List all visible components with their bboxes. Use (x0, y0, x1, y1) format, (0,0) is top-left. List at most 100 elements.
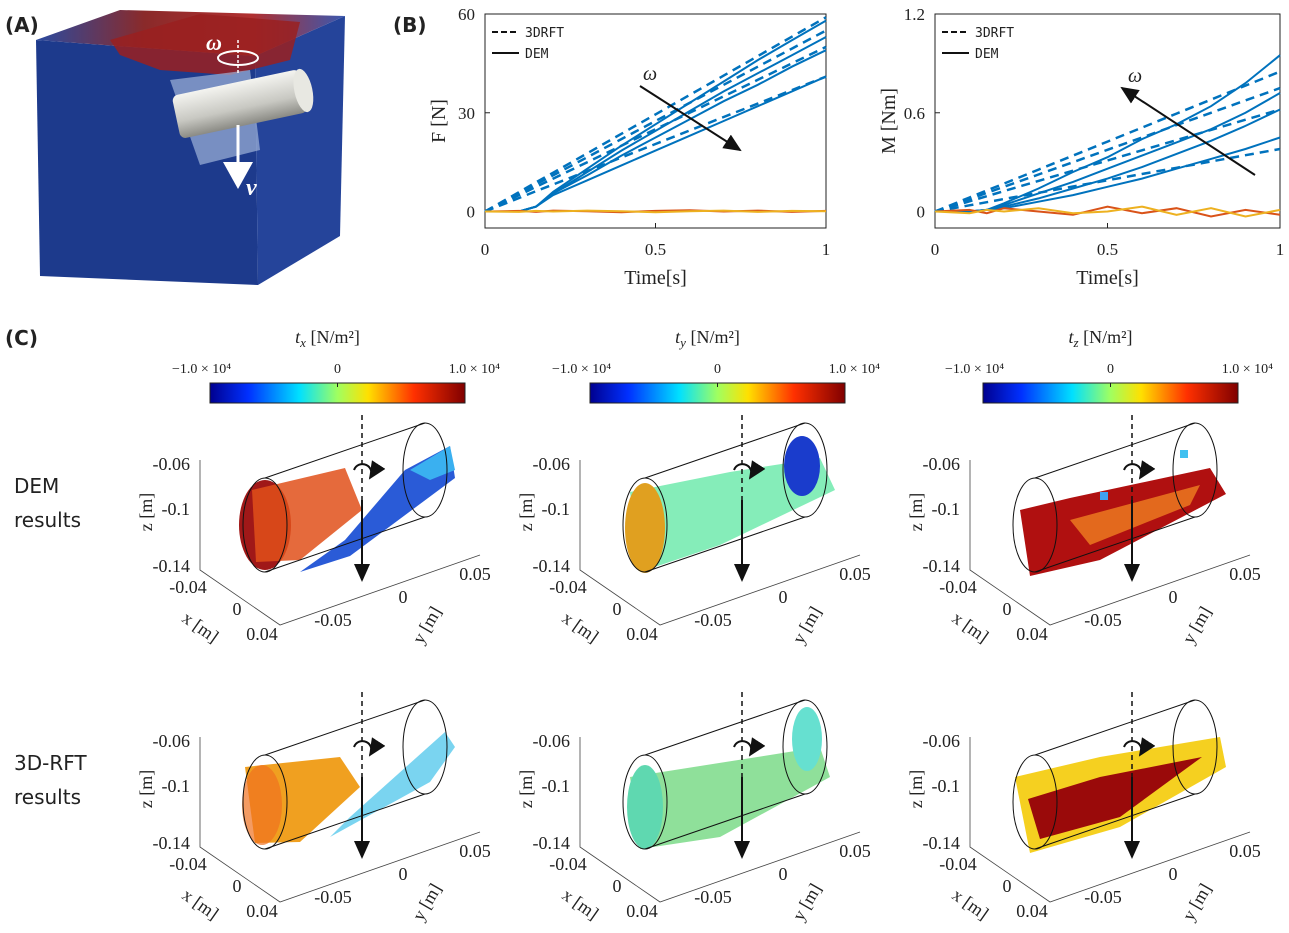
row-label: 3D-RFT (14, 751, 87, 775)
y-tick-label: 0.05 (459, 564, 491, 584)
x-axis-label: x [m] (949, 608, 993, 647)
rotation-arrow (353, 737, 386, 757)
x-tick-label: 0.04 (246, 624, 278, 644)
legend-box (939, 18, 1019, 62)
rotation-arrow (1123, 460, 1156, 480)
y-axis-label: y [m] (1178, 603, 1215, 647)
x-tick-label: 0.04 (626, 624, 658, 644)
cylinder-end (242, 754, 288, 850)
y-axis-label: y [m] (408, 603, 445, 647)
x-tick-label: 0.04 (626, 901, 658, 921)
series-line (934, 86, 1281, 213)
x-tick-label: 1 (822, 240, 831, 259)
unit: [N/m²] (1079, 327, 1133, 347)
series-line (484, 209, 827, 214)
x-tick-label: -0.04 (549, 577, 587, 597)
x-tick-label: 0.04 (1016, 901, 1048, 921)
z-axis-label: z [m] (516, 493, 536, 531)
z-tick-label: -0.14 (153, 556, 191, 576)
z-tick-label: -0.1 (162, 499, 191, 519)
x-axis-label: Time[s] (624, 267, 687, 289)
x-tick-label: 1 (1276, 240, 1285, 259)
y-tick-label: 0.05 (1229, 841, 1261, 861)
panel-label: (C) (5, 326, 38, 350)
y-tick-label: 0 (399, 587, 408, 607)
y-axis-label: y [m] (788, 880, 825, 924)
z-axis-label: z [m] (136, 770, 156, 808)
traction-cloud (625, 483, 665, 573)
x-tick-label: 0.5 (1097, 240, 1118, 259)
series-line (935, 92, 1281, 213)
row-label: results (14, 508, 81, 532)
y-tick-label: 0.05 (459, 841, 491, 861)
unit: [N/m²] (306, 327, 360, 347)
y-tick-label: 0 (1169, 864, 1178, 884)
x-tick-label: 0 (1003, 876, 1012, 896)
x-tick-label: 0 (1003, 599, 1012, 619)
cylinder-end (1172, 422, 1218, 518)
y-tick-label: 0.05 (839, 841, 871, 861)
colorbar-tick-label: −1.0 × 10⁴ (945, 362, 1004, 377)
x-axis-label: x [m] (949, 885, 993, 924)
y-tick-label: -0.05 (694, 887, 732, 907)
z-axis-label: z [m] (516, 770, 536, 808)
series-line (934, 70, 1281, 213)
cylinder-end (1012, 477, 1058, 573)
y-tick-label: 0.05 (1229, 564, 1261, 584)
series-line (484, 16, 827, 213)
y-tick-label: 60 (458, 5, 475, 24)
y-tick-label: 30 (458, 104, 475, 123)
colorbar-title: tz [N/m²] (1069, 327, 1133, 350)
traction-cloud (1028, 757, 1202, 839)
y-axis-label: y [m] (408, 880, 445, 924)
traction-cloud (252, 468, 362, 562)
cylinder-outline (1034, 699, 1196, 850)
cylinder-outline (1034, 422, 1196, 573)
cylinder-end (242, 477, 288, 573)
x-tick-label: 0 (613, 876, 622, 896)
z-tick-label: -0.06 (153, 731, 191, 751)
traction-cloud (630, 747, 830, 849)
z-tick-label: -0.1 (932, 499, 961, 519)
subscript: z (1073, 335, 1079, 350)
series-line (934, 205, 1281, 218)
y-tick-label: 0.6 (904, 104, 925, 123)
subscript: y (678, 335, 686, 350)
x-tick-label: -0.04 (939, 854, 977, 874)
colorbar-tick-label: 0 (714, 362, 721, 377)
colorbar-tick-label: 0 (1107, 362, 1114, 377)
colorbar-tick-label: 1.0 × 10⁴ (1222, 362, 1273, 377)
traction-cloud (1070, 485, 1200, 545)
z-tick-label: -0.06 (533, 454, 571, 474)
y-tick-label: -0.05 (314, 887, 352, 907)
panel-label: (B) (393, 13, 427, 37)
traction-cloud (1180, 450, 1188, 458)
axes-box (579, 737, 861, 903)
x-tick-label: -0.04 (169, 854, 207, 874)
x-axis-label: x [m] (179, 608, 223, 647)
axes-box (969, 737, 1251, 903)
rotation-arrow (733, 737, 766, 757)
traction-cloud (792, 707, 822, 771)
x-axis-label: x [m] (559, 885, 603, 924)
x-axis-label: x [m] (559, 608, 603, 647)
colorbar-tick-label: −1.0 × 10⁴ (172, 362, 231, 377)
legend-box (489, 18, 569, 62)
colorbar-title: tx [N/m²] (295, 327, 360, 350)
x-tick-label: 0 (233, 876, 242, 896)
x-tick-label: 0.5 (645, 240, 666, 259)
unit: [N/m²] (686, 327, 740, 347)
colorbar-tick-label: 0 (334, 362, 341, 377)
symbol: t (675, 327, 681, 347)
series-line (484, 45, 827, 213)
legend-label: DEM (525, 47, 549, 62)
legend-label: 3DRFT (525, 26, 564, 41)
cylinder-end (1172, 699, 1218, 795)
series-line (934, 108, 1281, 213)
